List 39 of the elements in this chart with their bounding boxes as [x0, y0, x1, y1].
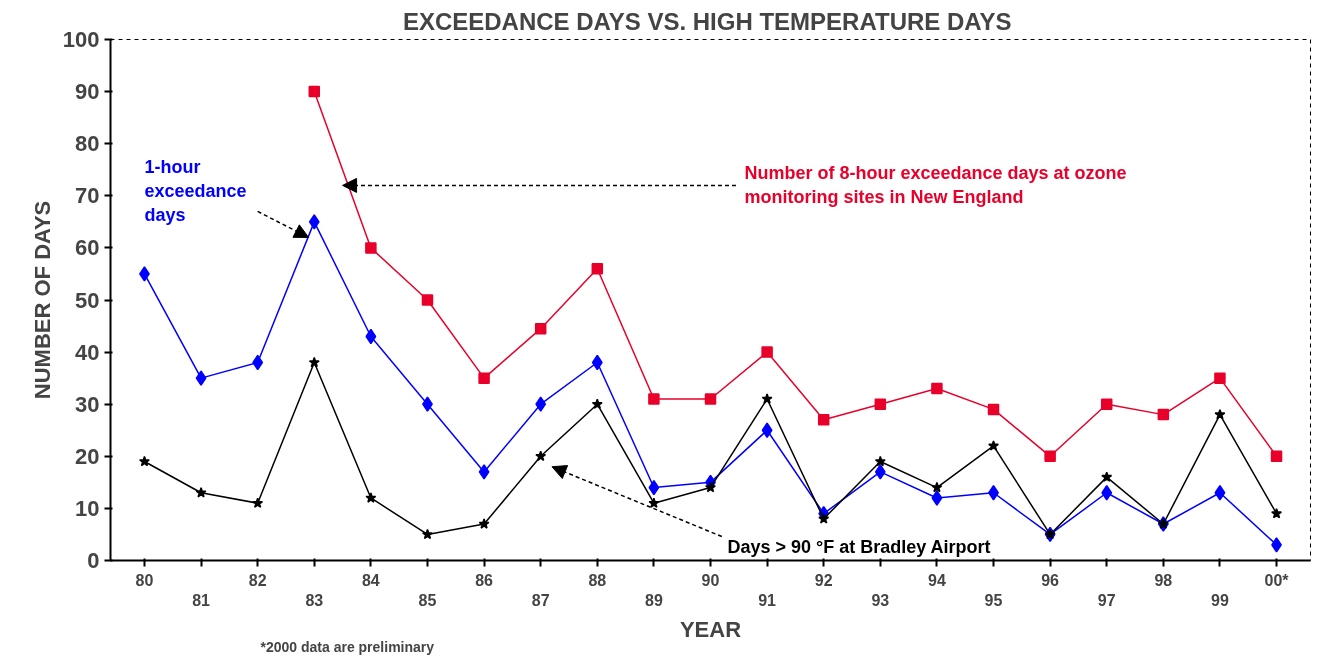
x-tick-label: 87 [531, 591, 550, 609]
chart-title: EXCEEDANCE DAYS VS. HIGH TEMPERATURE DAYS [402, 7, 1012, 35]
y-tick-label: 80 [75, 131, 100, 157]
x-tick-label: 99 [1211, 591, 1229, 609]
x-tick-label: 98 [1154, 571, 1173, 589]
x-tick-label: 83 [305, 591, 324, 609]
text: *2000 data are preliminary [260, 638, 435, 655]
y-tick-label: 70 [75, 183, 100, 209]
y-tick-label: 90 [75, 79, 100, 105]
y-tick-label: 20 [75, 443, 100, 469]
text: Number of 8-hour exceedance days at ozone monitoring sites in New England [744, 163, 1127, 208]
x-tick-label: 91 [758, 591, 777, 609]
x-tick-label: 85 [418, 591, 437, 609]
x-tick-label: 81 [192, 591, 211, 609]
x-tick-label: 92 [814, 571, 833, 589]
text: Days > 90 °F at Bradley Airport [727, 536, 991, 557]
x-tick-label: 88 [588, 571, 607, 589]
text: 1-hour exceedance days [144, 156, 247, 225]
x-axis-title: YEAR [679, 616, 742, 642]
x-tick-label: 00* [1264, 571, 1290, 589]
y-tick-label: 100 [62, 27, 100, 52]
x-tick-label: 90 [701, 571, 720, 589]
x-tick-label: 94 [928, 571, 946, 589]
x-tick-label: 96 [1041, 571, 1060, 589]
x-tick-label: 82 [248, 571, 267, 589]
y-tick-label: 60 [75, 235, 100, 261]
x-tick-label: 93 [871, 591, 890, 609]
y-tick-label: 40 [75, 339, 100, 365]
x-tick-label: 97 [1097, 591, 1116, 609]
x-tick-label: 84 [361, 571, 380, 589]
x-tick-label: 80 [135, 571, 154, 589]
y-tick-label: 10 [75, 495, 100, 521]
x-tick-label: 95 [984, 591, 1003, 609]
y-axis-title: NUMBER OF DAYS [29, 200, 55, 400]
y-tick-label: 50 [75, 287, 100, 313]
x-tick-label: 86 [475, 571, 494, 589]
y-tick-label: 0 [87, 548, 100, 573]
x-tick-label: 89 [645, 591, 663, 609]
y-tick-label: 30 [75, 391, 100, 417]
